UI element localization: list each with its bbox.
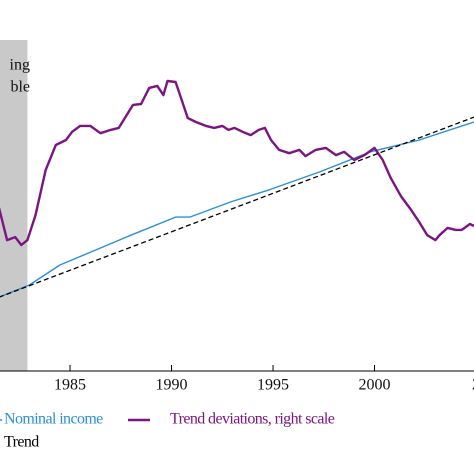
x-tick-label: 1990: [156, 377, 188, 394]
series-line: [0, 116, 474, 298]
x-tick-label: 1995: [257, 377, 289, 394]
x-tick-label: 1985: [54, 377, 86, 394]
legend-label: Nominal income: [4, 411, 103, 428]
x-tick-label: 2000: [359, 377, 391, 394]
annotation: ing: [10, 57, 30, 74]
annotation: ble: [10, 79, 30, 96]
series-line: [0, 79, 474, 247]
legend-label: Trend deviations, right scale: [170, 411, 335, 428]
shaded-period: [0, 40, 28, 371]
series-line: [0, 121, 474, 298]
x-tick-label: 2: [472, 377, 474, 394]
legend-label: Trend: [4, 434, 39, 451]
